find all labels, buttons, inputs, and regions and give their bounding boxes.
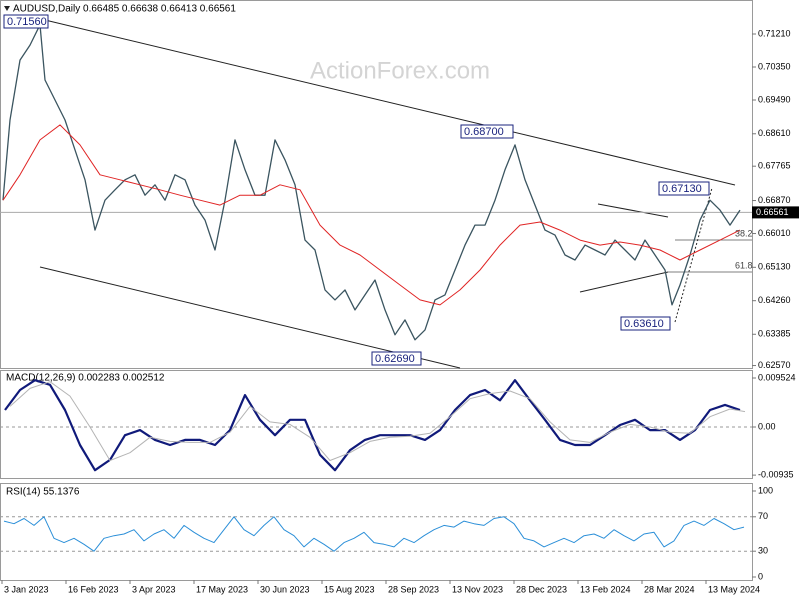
triangle-line [597,203,669,218]
y-tick-label: 0.69490 [758,94,791,104]
series-line [3,516,745,552]
y-tick-label: 100 [758,485,773,495]
y-tick-label: 30 [758,546,768,556]
price-tag [620,316,671,331]
macd-panel [0,370,753,479]
x-tick-label: 30 Jun 2023 [260,584,310,594]
fib-label: 38.2 [735,228,753,238]
watermark: ActionForex.com [310,57,490,84]
y-tick-label: 0.65130 [758,262,791,272]
series-line [2,24,741,341]
price-tag-label: 0.67130 [662,183,702,195]
y-tick-label: 0.63385 [758,329,791,339]
price-tag-label: 0.71560 [7,16,47,28]
rsi-panel [0,483,753,581]
x-tick-label: 15 Aug 2023 [324,584,375,594]
x-tick-label: 13 May 2024 [708,584,760,594]
y-tick-label: 0.00 [758,421,776,431]
series-line [9,381,746,461]
price-layer [0,24,752,341]
y-tick-label: 0.009524 [758,372,796,382]
y-tick-label: 0.66870 [758,195,791,205]
x-tick-label: 28 Dec 2023 [516,584,567,594]
price-panel [0,0,753,369]
y-tick-label: 0.66010 [758,228,791,238]
y-tick-label: 0.70350 [758,61,791,71]
price-tag [371,351,422,366]
last-price-label: 0.66561 [756,207,789,217]
price-tag [3,14,49,29]
y-tick-label: 0.68610 [758,128,791,138]
price-tag-label: 0.68700 [464,126,504,138]
y-tick-label: 0.62570 [758,360,791,370]
series-line [2,124,741,306]
chart-title: AUDUSD,Daily 0.66485 0.66638 0.66413 0.6… [13,4,236,15]
series-line [4,379,741,472]
price-tag-label: 0.62690 [375,353,415,365]
x-tick-label: 13 Feb 2024 [580,584,631,594]
y-tick-label: 0.67765 [758,161,791,171]
price-tag-label: 0.63610 [624,318,664,330]
fib-line [674,187,713,323]
x-tick-label: 3 Apr 2023 [132,584,176,594]
channel-line [44,19,736,186]
price-tag [460,124,514,139]
triangle-line [579,271,669,293]
x-tick-label: 3 Jan 2023 [4,584,49,594]
y-tick-label: 0.64260 [758,295,791,305]
y-tick-label: -0.00935 [758,469,794,479]
rsi-title: RSI(14) 55.1376 [6,487,80,498]
x-tick-label: 13 Nov 2023 [452,584,503,594]
y-tick-label: 0.71210 [758,28,791,38]
x-tick-label: 28 Mar 2024 [644,584,695,594]
x-tick-label: 16 Feb 2023 [68,584,119,594]
macd-title: MACD(12,26,9) 0.002283 0.002512 [6,373,165,384]
y-tick-label: 0 [758,571,763,581]
last-price-box [752,206,799,219]
price-tag [658,181,710,196]
channel-line [39,266,461,369]
x-tick-label: 17 May 2023 [196,584,248,594]
fib-label: 61.8 [735,260,753,270]
y-tick-label: 70 [758,511,768,521]
x-tick-label: 28 Sep 2023 [388,584,439,594]
collapse-icon [4,6,10,11]
annotations: 0.71560 0.68700 0.67130 0.63610 0.62690 … [3,14,753,366]
